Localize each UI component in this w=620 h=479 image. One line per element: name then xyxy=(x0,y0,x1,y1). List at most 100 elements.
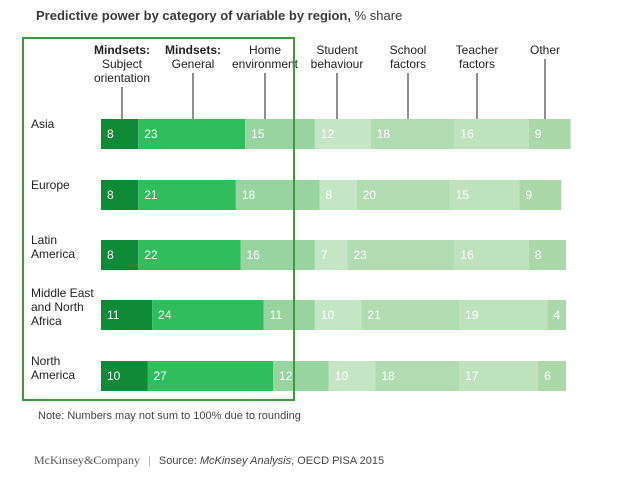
row-label-middle-east-and-north-africa-line-1: Middle East xyxy=(31,286,94,300)
data-label-north-america-school-factors: 18 xyxy=(381,369,395,383)
data-label-middle-east-and-north-africa-mindsets-general: 24 xyxy=(158,308,172,322)
footer-separator: | xyxy=(148,455,151,467)
row-label-north-america-line-1: North xyxy=(31,354,60,368)
data-label-middle-east-and-north-africa-other: 4 xyxy=(553,308,560,322)
series-header-other-line-1: Other xyxy=(530,43,560,57)
bar-north-america-teacher-factors xyxy=(459,361,539,391)
source-prefix: Source: xyxy=(158,455,200,467)
row-label-middle-east-and-north-africa-line-3: Africa xyxy=(31,314,62,328)
bar-europe-student-behaviour xyxy=(319,180,357,210)
row-label-latin-america-line-2: America xyxy=(31,247,75,261)
bars: 8 23 15 12 18 16 9 8 21 18 8 20 15 9 8 22 16 7 23 16 8 11 24 11… xyxy=(101,119,571,391)
bar-north-america-other xyxy=(538,361,566,391)
chart-title-unit: % share xyxy=(354,8,403,23)
bar-north-america-home-environment xyxy=(273,361,329,391)
bar-asia-home-environment xyxy=(245,119,315,149)
row-label-middle-east-and-north-africa-line-2: and North xyxy=(31,300,84,314)
data-label-europe-other: 9 xyxy=(526,188,533,202)
data-label-latin-america-mindsets-subject-orientation: 8 xyxy=(107,248,114,262)
data-label-latin-america-student-behaviour: 7 xyxy=(321,248,328,262)
bar-middle-east-and-north-africa-teacher-factors xyxy=(459,300,548,330)
data-label-latin-america-school-factors: 23 xyxy=(353,248,367,262)
data-label-asia-mindsets-general: 23 xyxy=(144,127,158,141)
data-label-europe-student-behaviour: 8 xyxy=(326,188,333,202)
bar-latin-america-student-behaviour xyxy=(314,240,348,270)
series-header-student-behaviour-line-2: behaviour xyxy=(311,57,364,71)
series-header-mindsets-subject-orientation-line-1: Mindsets: xyxy=(94,43,150,57)
row-label-europe-line-1: Europe xyxy=(31,178,70,192)
data-label-europe-mindsets-subject-orientation: 8 xyxy=(107,188,114,202)
bar-latin-america-school-factors xyxy=(347,240,455,270)
data-label-north-america-student-behaviour: 10 xyxy=(335,369,349,383)
bar-asia-mindsets-subject-orientation xyxy=(101,119,139,149)
bar-north-america-school-factors xyxy=(375,361,460,391)
source-rest: , OECD PISA 2015 xyxy=(291,455,385,467)
data-label-europe-home-environment: 18 xyxy=(242,188,256,202)
bar-latin-america-teacher-factors xyxy=(454,240,529,270)
bar-europe-other xyxy=(519,180,562,210)
data-label-latin-america-teacher-factors: 16 xyxy=(460,248,474,262)
series-header-mindsets-general-line-2: General xyxy=(172,57,215,71)
data-label-north-america-home-environment: 12 xyxy=(279,369,293,383)
data-label-asia-school-factors: 18 xyxy=(377,127,391,141)
series-header-student-behaviour-line-1: Student xyxy=(316,43,358,57)
series-header-school-factors-line-2: factors xyxy=(390,57,426,71)
data-label-latin-america-mindsets-general: 22 xyxy=(144,248,158,262)
bar-asia-student-behaviour xyxy=(314,119,371,149)
row-label-asia-line-1: Asia xyxy=(31,117,55,131)
footnote: Note: Numbers may not sum to 100% due to… xyxy=(38,410,301,422)
stacked-bar-chart: Mindsets:SubjectorientationMindsets:Gene… xyxy=(22,37,571,401)
highlight-box xyxy=(22,37,295,401)
bar-middle-east-and-north-africa-mindsets-subject-orientation xyxy=(101,300,153,330)
data-label-asia-teacher-factors: 16 xyxy=(460,127,474,141)
series-header-teacher-factors-line-1: Teacher xyxy=(456,43,499,57)
data-label-europe-school-factors: 20 xyxy=(363,188,377,202)
data-label-north-america-mindsets-general: 27 xyxy=(154,369,168,383)
series-header-teacher-factors-line-2: factors xyxy=(459,57,495,71)
data-label-asia-home-environment: 15 xyxy=(251,127,265,141)
data-label-latin-america-home-environment: 16 xyxy=(247,248,261,262)
data-label-middle-east-and-north-africa-teacher-factors: 19 xyxy=(465,308,479,322)
bar-middle-east-and-north-africa-mindsets-general xyxy=(152,300,264,330)
data-label-middle-east-and-north-africa-school-factors: 21 xyxy=(367,308,381,322)
brand-logo: McKinsey&Company xyxy=(34,453,140,467)
bar-asia-other xyxy=(528,119,571,149)
bar-north-america-mindsets-subject-orientation xyxy=(101,361,148,391)
data-label-north-america-mindsets-subject-orientation: 10 xyxy=(107,369,121,383)
data-label-asia-mindsets-subject-orientation: 8 xyxy=(107,127,114,141)
bar-latin-america-home-environment xyxy=(240,240,315,270)
series-header-mindsets-general-line-1: Mindsets: xyxy=(165,43,221,57)
data-label-asia-student-behaviour: 12 xyxy=(321,127,335,141)
chart-title-main: Predictive power by category of variable… xyxy=(36,8,351,23)
bar-north-america-mindsets-general xyxy=(147,361,274,391)
series-header-school-factors-line-1: School xyxy=(390,43,427,57)
bar-europe-school-factors xyxy=(356,180,450,210)
series-headers: Mindsets:SubjectorientationMindsets:Gene… xyxy=(94,43,560,119)
data-label-north-america-teacher-factors: 17 xyxy=(465,369,479,383)
footer: McKinsey&Company | Source: McKinsey Analys… xyxy=(34,453,384,468)
data-label-asia-other: 9 xyxy=(535,127,542,141)
chart-title: Predictive power by category of variable… xyxy=(36,8,402,23)
data-label-middle-east-and-north-africa-student-behaviour: 10 xyxy=(321,308,335,322)
bar-latin-america-mindsets-general xyxy=(138,240,241,270)
data-label-middle-east-and-north-africa-mindsets-subject-orientation: 11 xyxy=(107,308,120,322)
series-header-mindsets-subject-orientation-line-2: Subject xyxy=(102,57,143,71)
bar-europe-mindsets-general xyxy=(138,180,236,210)
series-header-mindsets-subject-orientation-line-3: orientation xyxy=(94,71,150,85)
data-label-europe-mindsets-general: 21 xyxy=(144,188,158,202)
row-label-latin-america-line-1: Latin xyxy=(31,233,57,247)
series-header-home-environment-line-1: Home xyxy=(249,43,281,57)
bar-asia-school-factors xyxy=(370,119,455,149)
bar-latin-america-mindsets-subject-orientation xyxy=(101,240,139,270)
source-italic: McKinsey Analysis xyxy=(199,455,292,467)
bar-europe-mindsets-subject-orientation xyxy=(101,180,139,210)
bar-europe-teacher-factors xyxy=(449,180,520,210)
row-label-north-america-line-2: America xyxy=(31,368,75,382)
data-label-north-america-other: 6 xyxy=(544,369,551,383)
bar-europe-home-environment xyxy=(235,180,320,210)
bar-asia-mindsets-general xyxy=(138,119,246,149)
bar-north-america-student-behaviour xyxy=(328,361,376,391)
bar-middle-east-and-north-africa-student-behaviour xyxy=(314,300,362,330)
bar-asia-teacher-factors xyxy=(454,119,529,149)
